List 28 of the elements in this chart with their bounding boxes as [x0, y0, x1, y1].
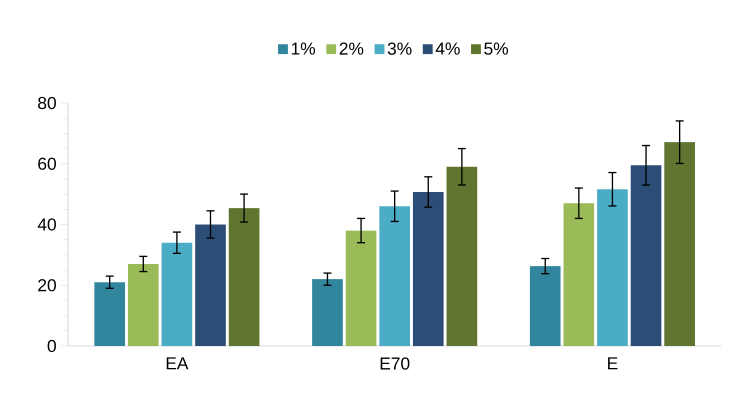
bar — [379, 206, 410, 346]
y-tick-label: 20 — [38, 279, 56, 292]
bar — [530, 266, 561, 346]
legend-label: 2% — [340, 42, 364, 55]
bar — [94, 282, 126, 346]
legend-label: 5% — [484, 42, 508, 55]
y-tick-label: 60 — [38, 158, 56, 170]
bar — [412, 192, 444, 346]
x-tick-label: EA — [166, 357, 188, 370]
legend-label: 1% — [292, 42, 316, 55]
bar — [346, 230, 376, 346]
bar — [630, 165, 662, 346]
bar — [128, 264, 159, 346]
legend-label: 4% — [436, 42, 460, 55]
bar — [597, 189, 628, 346]
x-tick-label: E70 — [380, 357, 410, 370]
bar — [228, 208, 260, 346]
bar — [162, 242, 192, 346]
y-tick-label: 40 — [38, 218, 56, 231]
bar — [195, 224, 226, 346]
x-tick-label: E — [608, 357, 618, 370]
bar — [564, 203, 594, 346]
bar — [446, 166, 478, 346]
y-tick-label: 80 — [38, 96, 56, 110]
y-tick-label: 0 — [48, 340, 56, 352]
legend-label: 3% — [388, 42, 412, 55]
bar — [312, 279, 343, 346]
bar — [664, 142, 695, 346]
